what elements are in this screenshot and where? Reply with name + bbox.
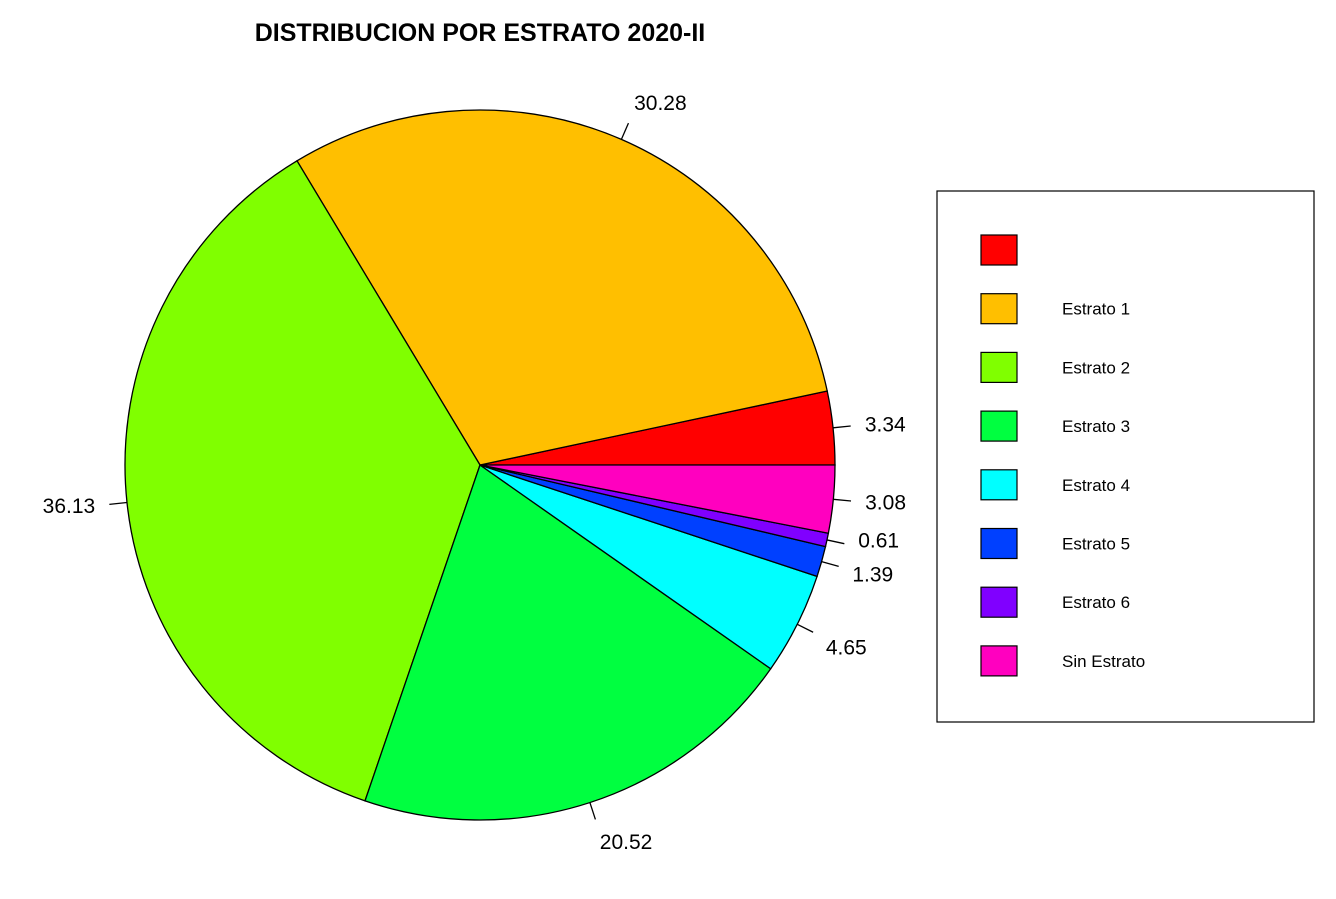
legend-swatch xyxy=(980,527,1018,560)
legend-label: Estrato 2 xyxy=(1062,358,1130,377)
slice-value-label: 4.65 xyxy=(826,637,867,660)
slice-label-tick xyxy=(109,501,128,506)
legend: Estrato 1 Estrato 2 Estrato 3 Estrato 4 Estr… xyxy=(936,190,1315,723)
legend-swatch xyxy=(980,293,1018,325)
legend-label: Estrato 1 xyxy=(1062,300,1130,319)
legend-swatch xyxy=(980,469,1018,501)
legend-label: Estrato 4 xyxy=(1062,476,1130,495)
slice-label-tick xyxy=(620,122,630,140)
pie-slice xyxy=(124,159,481,802)
slice-label-tick xyxy=(796,623,814,633)
slice-label-tick xyxy=(826,539,845,545)
slice-label-tick xyxy=(589,802,597,820)
slice-value-label: 0.61 xyxy=(858,530,899,553)
slice-value-label: 20.52 xyxy=(600,831,653,854)
legend-label: Estrato 3 xyxy=(1062,417,1130,436)
slice-label-tick xyxy=(833,498,852,502)
legend-swatch xyxy=(980,410,1018,442)
pie-slice xyxy=(364,463,772,821)
legend-label: Estrato 6 xyxy=(1062,593,1130,612)
slice-value-label: 3.08 xyxy=(865,491,906,514)
slice-value-label: 36.13 xyxy=(43,495,96,518)
slice-label-tick xyxy=(821,560,839,568)
pie-slice xyxy=(296,109,828,466)
legend-items: Estrato 1 Estrato 2 Estrato 3 Estrato 4 Estr… xyxy=(980,234,1145,677)
legend-label: Sin Estrato xyxy=(1062,652,1145,671)
legend-swatch xyxy=(980,234,1018,266)
pie-slice xyxy=(479,464,836,535)
legend-swatch xyxy=(980,645,1018,677)
slice-labels: 3.34 30.28 36.13 20.52 4.65 1.39 0.61 3.08 xyxy=(43,92,906,854)
legend-swatch xyxy=(980,586,1018,618)
slice-label-tick xyxy=(832,425,851,429)
legend-label: Estrato 5 xyxy=(1062,535,1130,554)
legend-swatch xyxy=(980,351,1018,383)
slice-value-label: 3.34 xyxy=(865,413,906,436)
legend-box xyxy=(936,190,1315,723)
slice-value-label: 30.28 xyxy=(634,92,687,115)
chart-title: DISTRIBUCION POR ESTRATO 2020-II xyxy=(255,19,706,47)
pie-slices xyxy=(124,109,836,821)
slice-value-label: 1.39 xyxy=(852,563,893,586)
